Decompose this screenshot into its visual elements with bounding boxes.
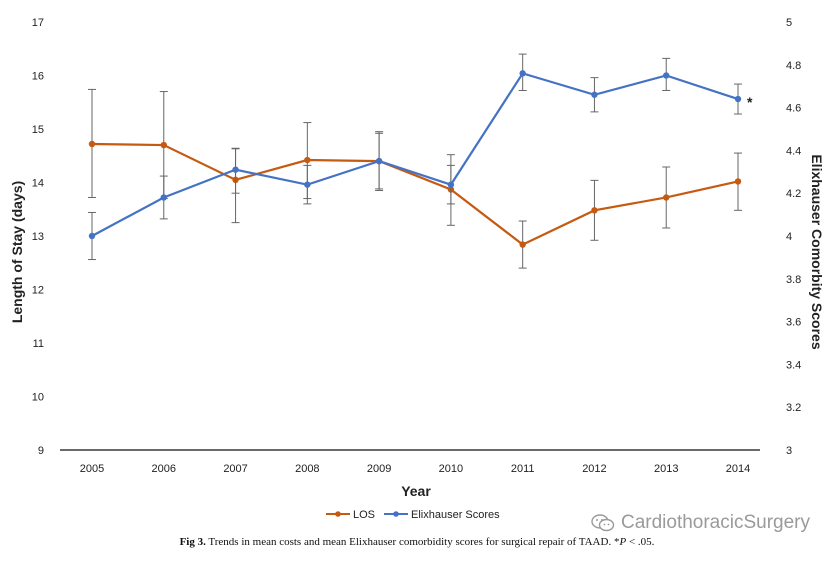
- left-y-tick-label: 16: [32, 71, 44, 83]
- x-tick-label: 2008: [295, 463, 319, 475]
- significance-annotation: *: [747, 94, 753, 110]
- left-y-tick-label: 9: [38, 445, 44, 457]
- legend: LOS Elixhauser Scores: [326, 509, 500, 521]
- x-tick-label: 2012: [582, 463, 606, 475]
- right-y-tick-label: 4.4: [786, 145, 801, 157]
- left-y-tick-label: 12: [32, 285, 44, 297]
- x-tick-label: 2007: [223, 463, 247, 475]
- x-tick-label: 2006: [152, 463, 176, 475]
- data-point: [88, 140, 96, 148]
- left-y-tick-label: 10: [32, 392, 44, 404]
- right-y-axis-title: Elixhauser Comorbity Scores: [809, 154, 825, 350]
- left-y-tick-label: 14: [32, 178, 44, 190]
- right-y-tick-label: 3.4: [786, 359, 801, 371]
- legend-los-label: LOS: [353, 509, 375, 521]
- right-y-tick-label: 3: [786, 445, 792, 457]
- right-y-tick-label: 4.2: [786, 188, 801, 200]
- legend-elixhauser-marker: [393, 511, 399, 517]
- series-layer: [88, 53, 742, 269]
- wechat-icon: [591, 514, 615, 532]
- x-tick-label: 2013: [654, 463, 678, 475]
- data-point: [304, 181, 311, 188]
- right-y-tick-label: 4.6: [786, 103, 801, 115]
- watermark-text: CardiothoracicSurgery: [620, 512, 810, 533]
- caption-label: Fig 3.: [179, 536, 206, 548]
- data-point: [304, 156, 311, 164]
- x-tick-label: 2009: [367, 463, 391, 475]
- x-tick-label: 2014: [726, 463, 750, 475]
- data-point: [375, 157, 383, 165]
- data-point: [734, 95, 742, 103]
- data-point: [160, 194, 167, 201]
- data-point: [734, 178, 742, 185]
- left-y-tick-labels: 9 10 11 12 13 14 15 16 17: [32, 17, 44, 457]
- right-y-tick-label: 3.8: [786, 274, 801, 286]
- legend-elixhauser-label: Elixhauser Scores: [411, 509, 500, 521]
- right-y-tick-label: 5: [786, 17, 792, 29]
- series-line: [91, 142, 739, 246]
- left-y-tick-label: 11: [33, 338, 44, 350]
- left-y-axis-title: Length of Stay (days): [9, 181, 25, 323]
- data-point: [663, 72, 670, 79]
- series-los: [88, 88, 742, 269]
- series-elixhauser: [88, 53, 742, 261]
- data-point: [591, 91, 598, 98]
- left-y-tick-label: 13: [32, 231, 44, 243]
- data-point: [447, 181, 455, 188]
- data-point: [519, 70, 526, 77]
- watermark: CardiothoracicSurgery: [591, 512, 810, 534]
- data-point: [232, 166, 239, 173]
- right-y-tick-label: 4: [786, 231, 792, 243]
- right-y-tick-label: 4.8: [786, 60, 801, 72]
- x-tick-label: 2011: [511, 463, 535, 475]
- x-tick-label: 2010: [439, 463, 463, 475]
- left-y-tick-label: 15: [32, 124, 44, 136]
- x-tick-label: 2005: [80, 463, 104, 475]
- data-point: [591, 207, 598, 214]
- x-axis-group: 2005 2006 2007 2008 2009 2010 2011 2012 2013 2014…: [60, 449, 760, 499]
- dual-axis-line-chart: 2005 2006 2007 2008 2009 2010 2011 2012 2013 2014…: [9, 17, 825, 521]
- caption-text-end: < .05.: [626, 536, 655, 548]
- data-point: [88, 232, 96, 240]
- right-y-tick-labels: 3 3.2 3.4 3.6 3.8 4 4.2 4.4 4.6 4.8 5: [786, 17, 801, 457]
- x-axis-title: Year: [401, 483, 431, 499]
- caption-p-symbol: P: [619, 536, 627, 548]
- left-y-tick-label: 17: [32, 17, 44, 29]
- series-line: [91, 72, 739, 237]
- right-y-tick-label: 3.6: [786, 317, 801, 329]
- data-point: [663, 194, 670, 201]
- right-y-tick-label: 3.2: [786, 402, 801, 414]
- figure-caption: Fig 3. Trends in mean costs and mean Eli…: [0, 536, 834, 548]
- data-point: [519, 241, 526, 248]
- data-point: [160, 141, 167, 149]
- x-tick-labels: 2005 2006 2007 2008 2009 2010 2011 2012 2013 2014: [80, 463, 750, 475]
- caption-text: Trends in mean costs and mean Elixhauser…: [208, 536, 620, 548]
- legend-los-marker: [335, 511, 341, 517]
